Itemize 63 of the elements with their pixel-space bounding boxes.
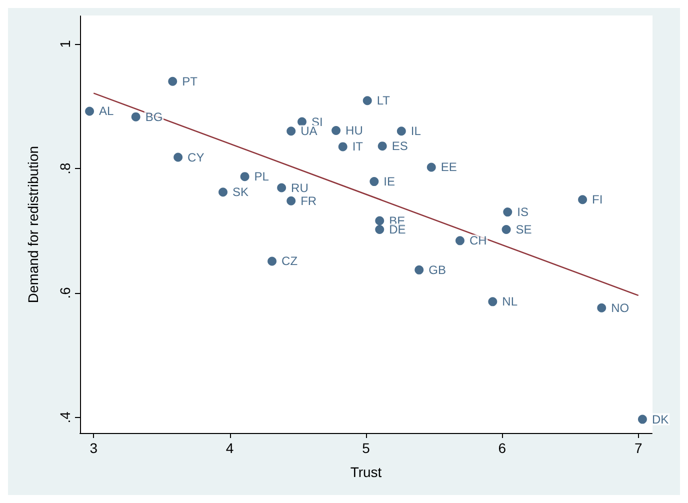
point [414,265,424,274]
data-label: HU [346,124,363,138]
data-label: EE [440,160,457,174]
x-tick-label: 7 [634,440,642,456]
point [578,195,588,204]
point [168,76,178,86]
x-tick-label: 3 [90,440,98,456]
point [268,256,277,266]
data-label: AL [99,104,114,118]
point [131,112,140,122]
point [218,188,228,197]
point [502,224,511,234]
point [174,152,183,162]
data-label: CZ [282,254,298,268]
y-axis-title: Demand for redistribution [25,146,41,304]
data-label: LT [376,94,391,108]
y-tick-label: 1 [57,40,73,48]
y-tick-label: .6 [57,286,73,299]
x-tick-label: 4 [226,440,234,456]
point [277,183,286,192]
data-label: IT [352,140,364,154]
point [370,177,379,186]
data-label: IE [384,174,396,189]
data-label: FR [300,194,317,208]
point [286,126,296,136]
point [375,224,384,234]
data-label: SK [232,185,249,200]
data-label: CH [469,234,487,248]
data-label: PL [254,170,270,184]
point [396,126,406,136]
data-label: UA [300,124,318,138]
point [375,216,384,226]
data-label: SE [516,222,532,236]
data-label: ES [392,139,408,154]
point [378,142,387,151]
point [503,208,512,217]
y-tick-label: .4 [57,411,73,424]
point [240,172,250,182]
data-label: GB [428,262,446,277]
data-label: CY [188,150,204,164]
data-label: DK [652,412,669,426]
x-axis-title: Trust [350,464,382,480]
point [338,142,348,152]
data-label: NO [611,300,630,315]
data-label: FI [592,192,603,207]
y-tick-label: .8 [57,162,73,174]
point [85,106,94,116]
point [332,126,341,136]
point [426,162,436,172]
point [638,414,647,424]
data-label: IS [517,205,528,220]
data-label: PT [182,74,198,88]
data-label: RU [291,180,308,195]
data-label: IL [410,124,422,138]
point [286,196,296,206]
data-label: NL [502,294,518,309]
x-tick-label: 6 [498,440,506,456]
point [597,303,606,312]
data-label: BG [145,110,163,124]
point [488,297,498,306]
point [362,96,372,106]
point [455,236,464,246]
x-tick-label: 5 [362,440,370,456]
